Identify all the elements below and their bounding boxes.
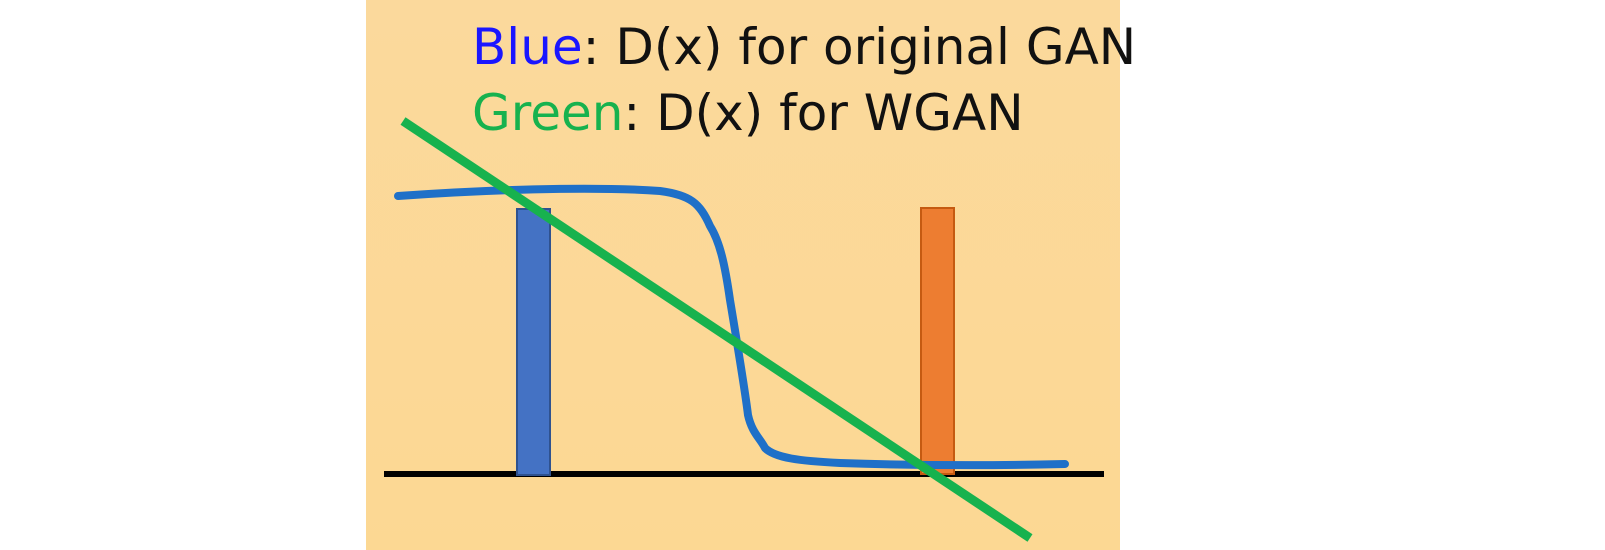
legend-blue-entry: Blue: D(x) for original GAN — [472, 14, 1136, 80]
generated-data-bar — [920, 207, 955, 475]
diagram-panel — [366, 0, 1120, 550]
wgan-line — [400, 117, 1033, 542]
real-data-bar — [516, 208, 551, 476]
original-gan-curve — [394, 184, 1069, 470]
legend: Blue: D(x) for original GAN Green: D(x) … — [472, 14, 1136, 146]
legend-green-entry: Green: D(x) for WGAN — [472, 80, 1136, 146]
legend-blue-color-word: Blue — [472, 18, 583, 76]
legend-blue-description: : D(x) for original GAN — [582, 18, 1137, 76]
legend-green-description: : D(x) for WGAN — [623, 84, 1024, 142]
legend-green-color-word: Green — [472, 84, 624, 142]
